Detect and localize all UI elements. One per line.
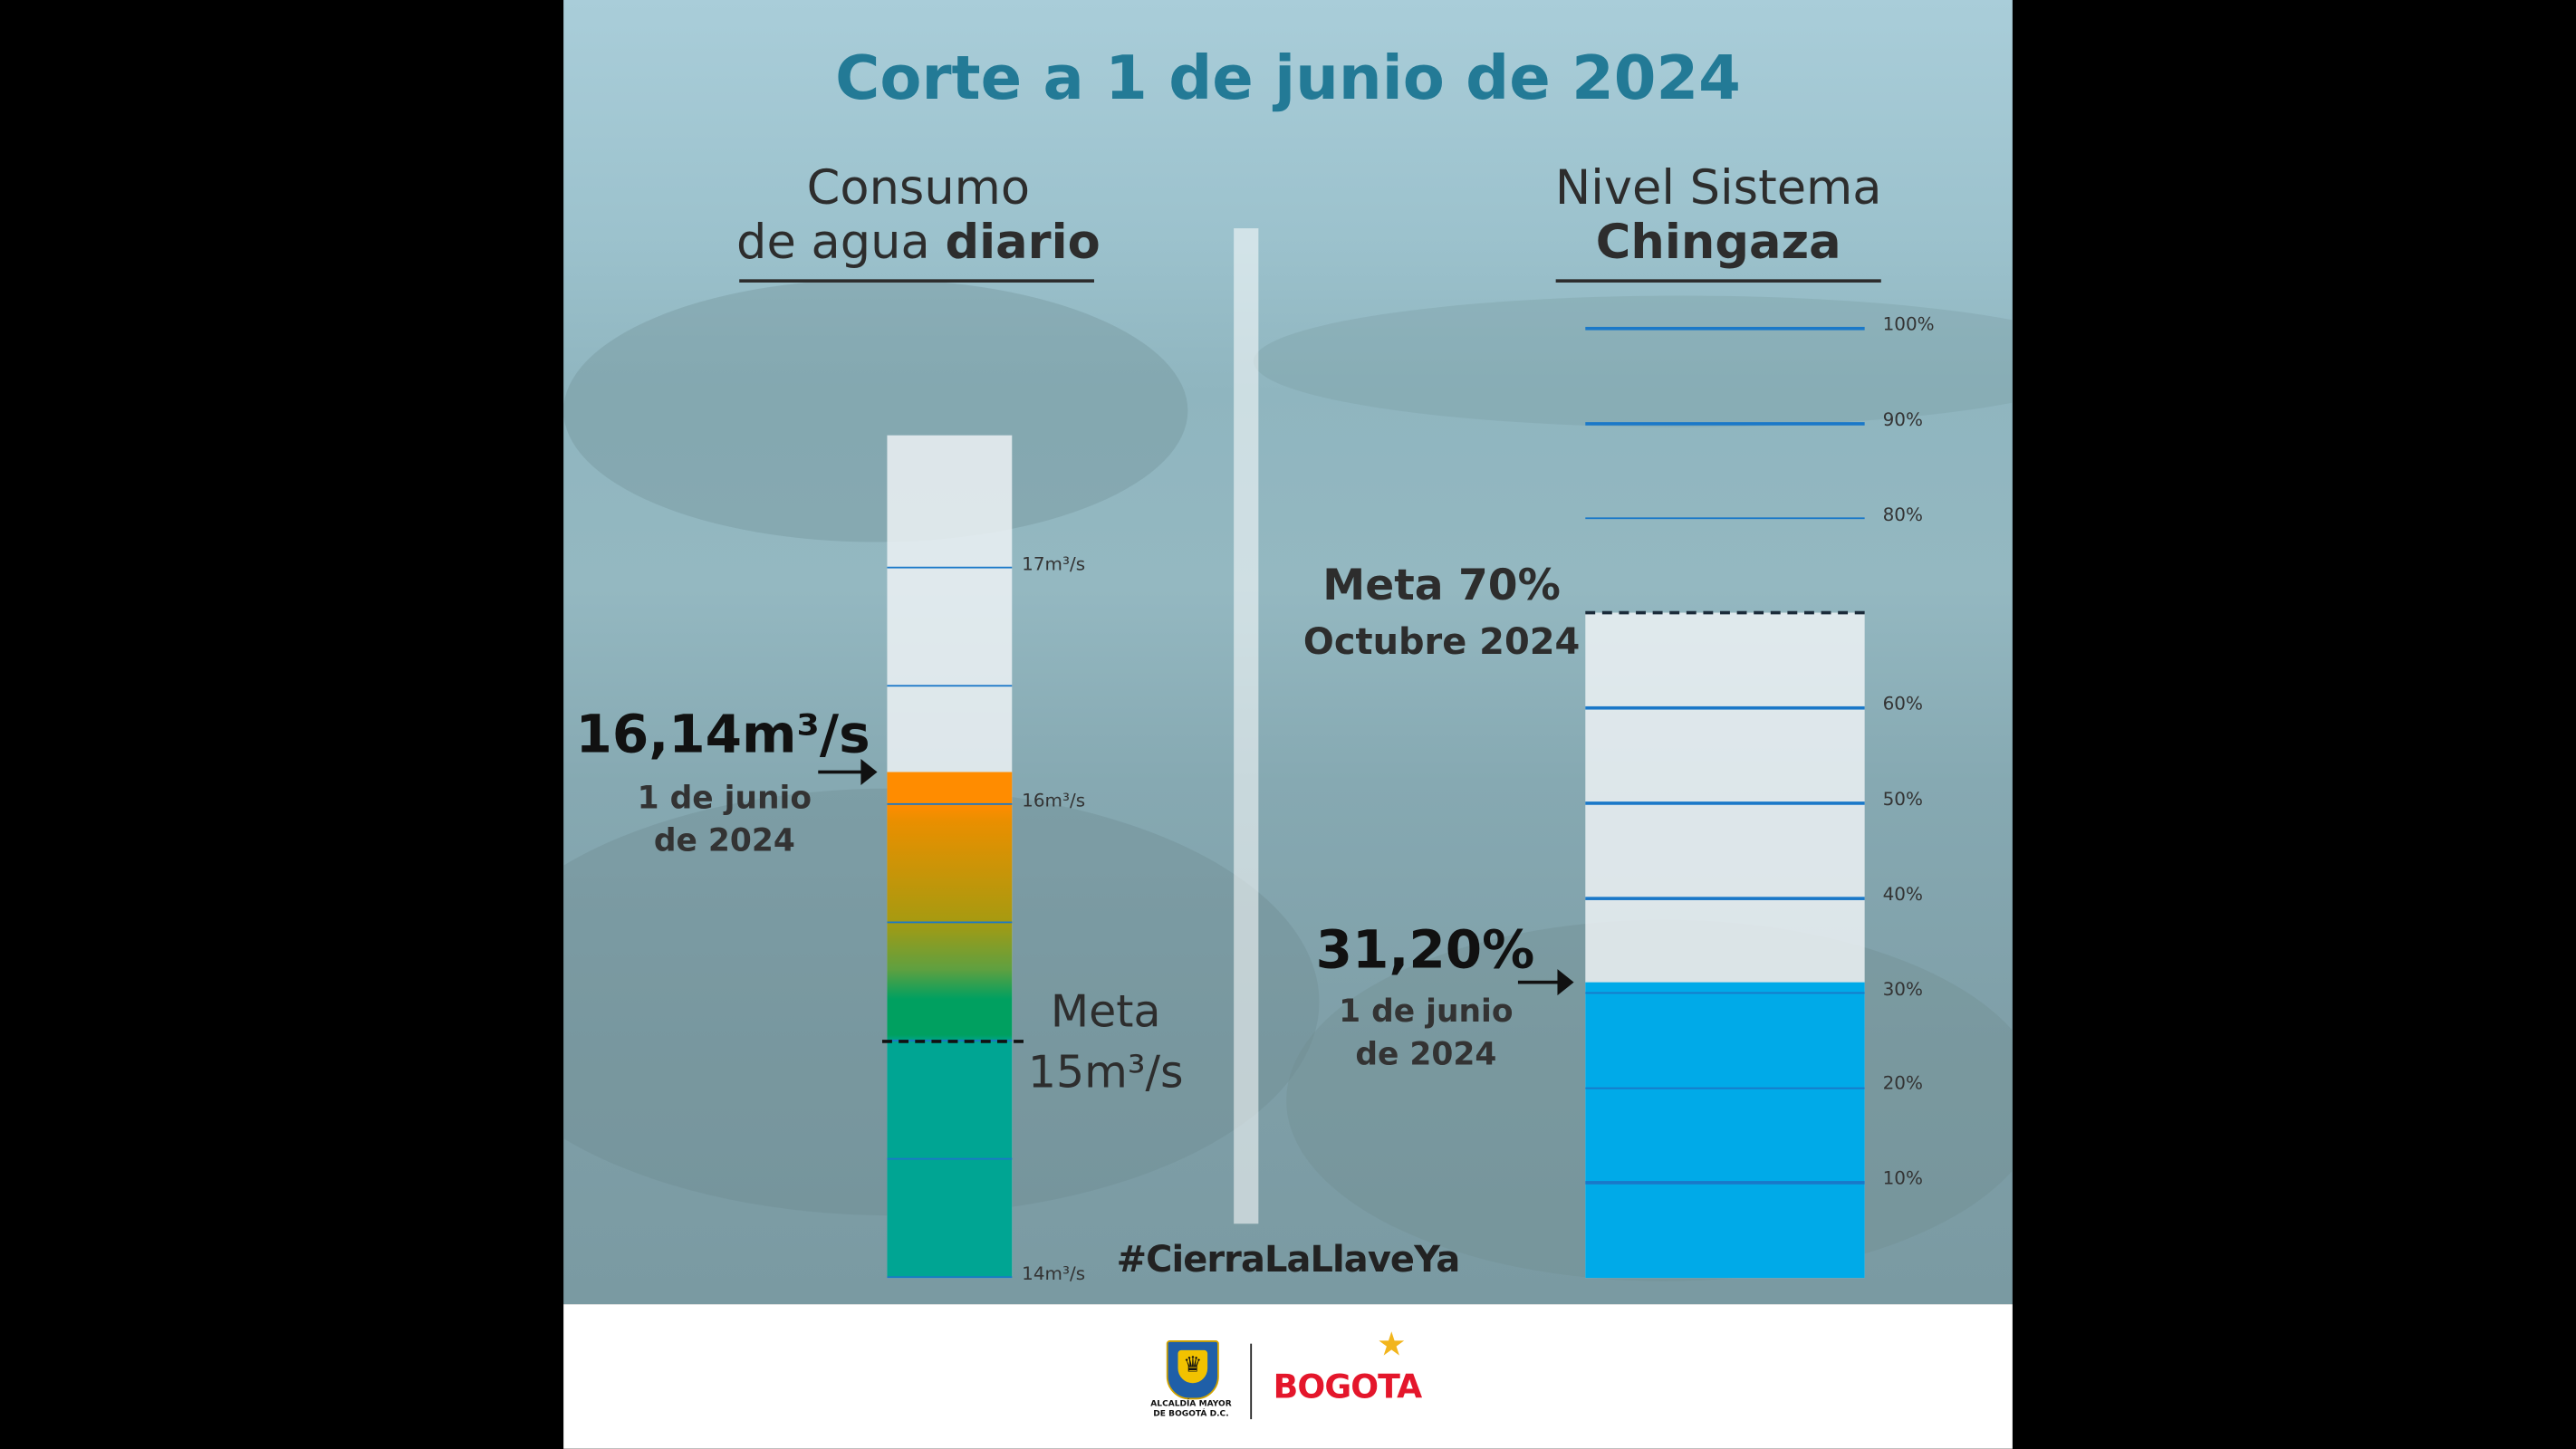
- goal-line1: Meta: [1050, 987, 1161, 1039]
- value-arrow: [818, 758, 878, 785]
- tick-label: 16m³/s: [1022, 790, 1086, 812]
- heading-normal: de agua: [736, 213, 946, 270]
- chingaza-heading: Nivel Sistema Chingaza: [1512, 158, 1926, 270]
- tick-line: [1585, 327, 1865, 331]
- tick-line: [887, 1158, 1013, 1160]
- tick-label: 30%: [1882, 978, 1923, 1000]
- alcaldia-text: ALCALDÍA MAYOR DE BOGOTÁ D.C.: [1139, 1399, 1244, 1419]
- tick-line: [887, 921, 1013, 924]
- bogota-logo: BOGOTA: [1273, 1367, 1423, 1406]
- coat-of-arms-logo: ♛: [1166, 1340, 1219, 1400]
- divider: [1234, 228, 1259, 1224]
- hashtag: #CierraLaLlaveYa: [1116, 1240, 1461, 1281]
- date-line2: de 2024: [1355, 1036, 1497, 1073]
- tick-label: 20%: [1882, 1073, 1923, 1095]
- page-title: Corte a 1 de junio de 2024: [835, 43, 1741, 114]
- tick-line: [1585, 992, 1865, 995]
- tick-label: 50%: [1882, 788, 1923, 811]
- tick-line: [887, 685, 1013, 687]
- tick-line: [1585, 1181, 1865, 1185]
- date-line1: 1 de junio: [637, 780, 812, 817]
- consumo-date: 1 de junio de 2024: [610, 777, 840, 862]
- chingaza-value-label: 31,20%: [1315, 917, 1535, 981]
- tick-line: [1585, 422, 1865, 426]
- consumo-heading: Consumo de agua diario: [723, 158, 1114, 270]
- chingaza-date: 1 de junio de 2024: [1311, 991, 1541, 1076]
- tick-line: [887, 803, 1013, 806]
- alcaldia-line2: DE BOGOTÁ D.C.: [1153, 1409, 1229, 1420]
- goal-dashed-line: [1585, 611, 1865, 616]
- bar-fill: [887, 772, 1013, 1279]
- heading-line1: Consumo: [806, 158, 1031, 216]
- tick-label: 40%: [1882, 883, 1923, 906]
- star-icon: ★: [1376, 1323, 1407, 1364]
- chingaza-goal-label: Meta 70%: [1322, 561, 1561, 611]
- date-line1: 1 de junio: [1339, 993, 1514, 1031]
- tick-line: [1585, 1087, 1865, 1089]
- heading-underline: [739, 279, 1094, 283]
- alcaldia-line1: ALCALDÍA MAYOR: [1150, 1399, 1232, 1410]
- bar-fill: [1585, 982, 1865, 1279]
- tick-line: [887, 567, 1013, 570]
- logo-separator: [1250, 1343, 1253, 1420]
- heading-line1: Nivel Sistema: [1554, 158, 1882, 216]
- tick-label: 60%: [1882, 693, 1923, 715]
- date-line2: de 2024: [653, 822, 795, 859]
- tick-line: [1585, 801, 1865, 805]
- tick-line: [1585, 706, 1865, 710]
- value-arrow: [1517, 968, 1574, 995]
- tick-label: 80%: [1882, 504, 1923, 525]
- tick-label: 90%: [1882, 408, 1923, 430]
- goal-dashed-line: [881, 1040, 1024, 1043]
- tick-line: [887, 1276, 1013, 1279]
- heading-line2: de agua diario: [723, 213, 1114, 270]
- consumo-goal-label: Meta 15m³/s: [999, 983, 1213, 1104]
- tick-line: [1585, 897, 1865, 900]
- heading-bold: diario: [945, 213, 1101, 270]
- heading-underline: [1555, 279, 1881, 283]
- footer: ♛ ALCALDÍA MAYOR DE BOGOTÁ D.C. BOGOTA ★: [563, 1304, 2013, 1449]
- tick-label: 17m³/s: [1022, 553, 1086, 575]
- heading-bold: Chingaza: [1595, 213, 1841, 270]
- consumo-value-label: 16,14m³/s: [575, 703, 870, 766]
- tick-label: 10%: [1882, 1167, 1923, 1190]
- goal-line2: 15m³/s: [1027, 1048, 1184, 1099]
- tick-label: 14m³/s: [1022, 1262, 1086, 1285]
- tick-line: [1585, 517, 1865, 520]
- chingaza-goal-date: Octubre 2024: [1302, 622, 1581, 664]
- tick-label: 100%: [1882, 313, 1935, 336]
